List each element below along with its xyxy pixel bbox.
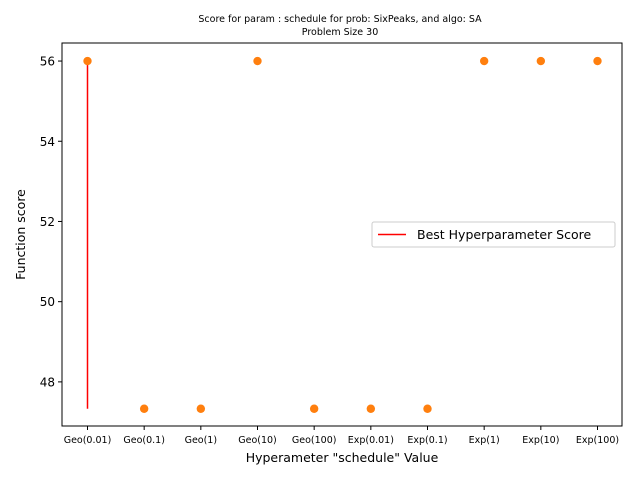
y-axis: 48 50 52 54 56 — [40, 55, 62, 389]
data-point — [83, 56, 92, 66]
legend-frame — [371, 221, 616, 248]
x-tick-label: Exp(1) — [469, 435, 500, 446]
data-point — [593, 56, 602, 66]
y-tick-label: 50 — [40, 295, 55, 309]
legend-label: Best Hyperparameter Score — [417, 227, 591, 242]
x-tick-label: Geo(0.1) — [123, 435, 165, 446]
y-tick-label: 54 — [40, 135, 55, 149]
data-point — [536, 56, 546, 66]
x-tick-label: Geo(1) — [185, 435, 217, 446]
y-tick-label: 52 — [40, 215, 55, 229]
chart-title-line-1: Score for param : schedule for prob: Six… — [198, 14, 482, 25]
x-tick-label: Exp(10) — [522, 435, 559, 446]
y-tick-label: 48 — [40, 375, 55, 389]
data-point — [479, 56, 489, 66]
x-axis: Geo(0.01) Geo(0.1) Geo(1) Geo(10) Geo(100) Ex… — [64, 426, 619, 446]
x-tick-label: Exp(0.01) — [348, 435, 394, 446]
legend: Best Hyperparameter Score — [371, 221, 616, 248]
y-axis-label: Function score — [13, 189, 28, 280]
data-point — [196, 404, 206, 413]
data-point — [139, 404, 149, 413]
x-tick-label: Geo(100) — [292, 435, 337, 446]
x-tick-label: Geo(0.01) — [64, 435, 112, 446]
y-tick-label: 56 — [40, 55, 55, 69]
x-tick-label: Exp(100) — [576, 435, 619, 446]
data-points — [83, 56, 602, 413]
x-axis-label: Hyperameter "schedule" Value — [246, 450, 439, 465]
data-point — [423, 404, 432, 413]
data-point — [309, 404, 319, 413]
chart-title-line-2: Problem Size 30 — [302, 27, 378, 38]
x-tick-label: Geo(10) — [238, 435, 277, 446]
data-point — [366, 404, 376, 413]
data-point — [253, 56, 262, 66]
plot-area-frame — [61, 42, 623, 427]
x-tick-label: Exp(0.1) — [407, 435, 447, 446]
